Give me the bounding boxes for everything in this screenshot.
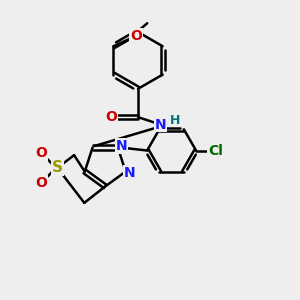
Text: H: H — [169, 114, 180, 127]
Text: N: N — [154, 118, 166, 132]
Text: O: O — [35, 146, 47, 160]
Text: O: O — [35, 176, 47, 190]
Text: N: N — [123, 166, 135, 180]
Text: Cl: Cl — [208, 143, 223, 158]
Text: O: O — [105, 110, 117, 124]
Text: N: N — [116, 139, 127, 153]
Text: S: S — [52, 160, 63, 175]
Text: O: O — [130, 29, 142, 43]
